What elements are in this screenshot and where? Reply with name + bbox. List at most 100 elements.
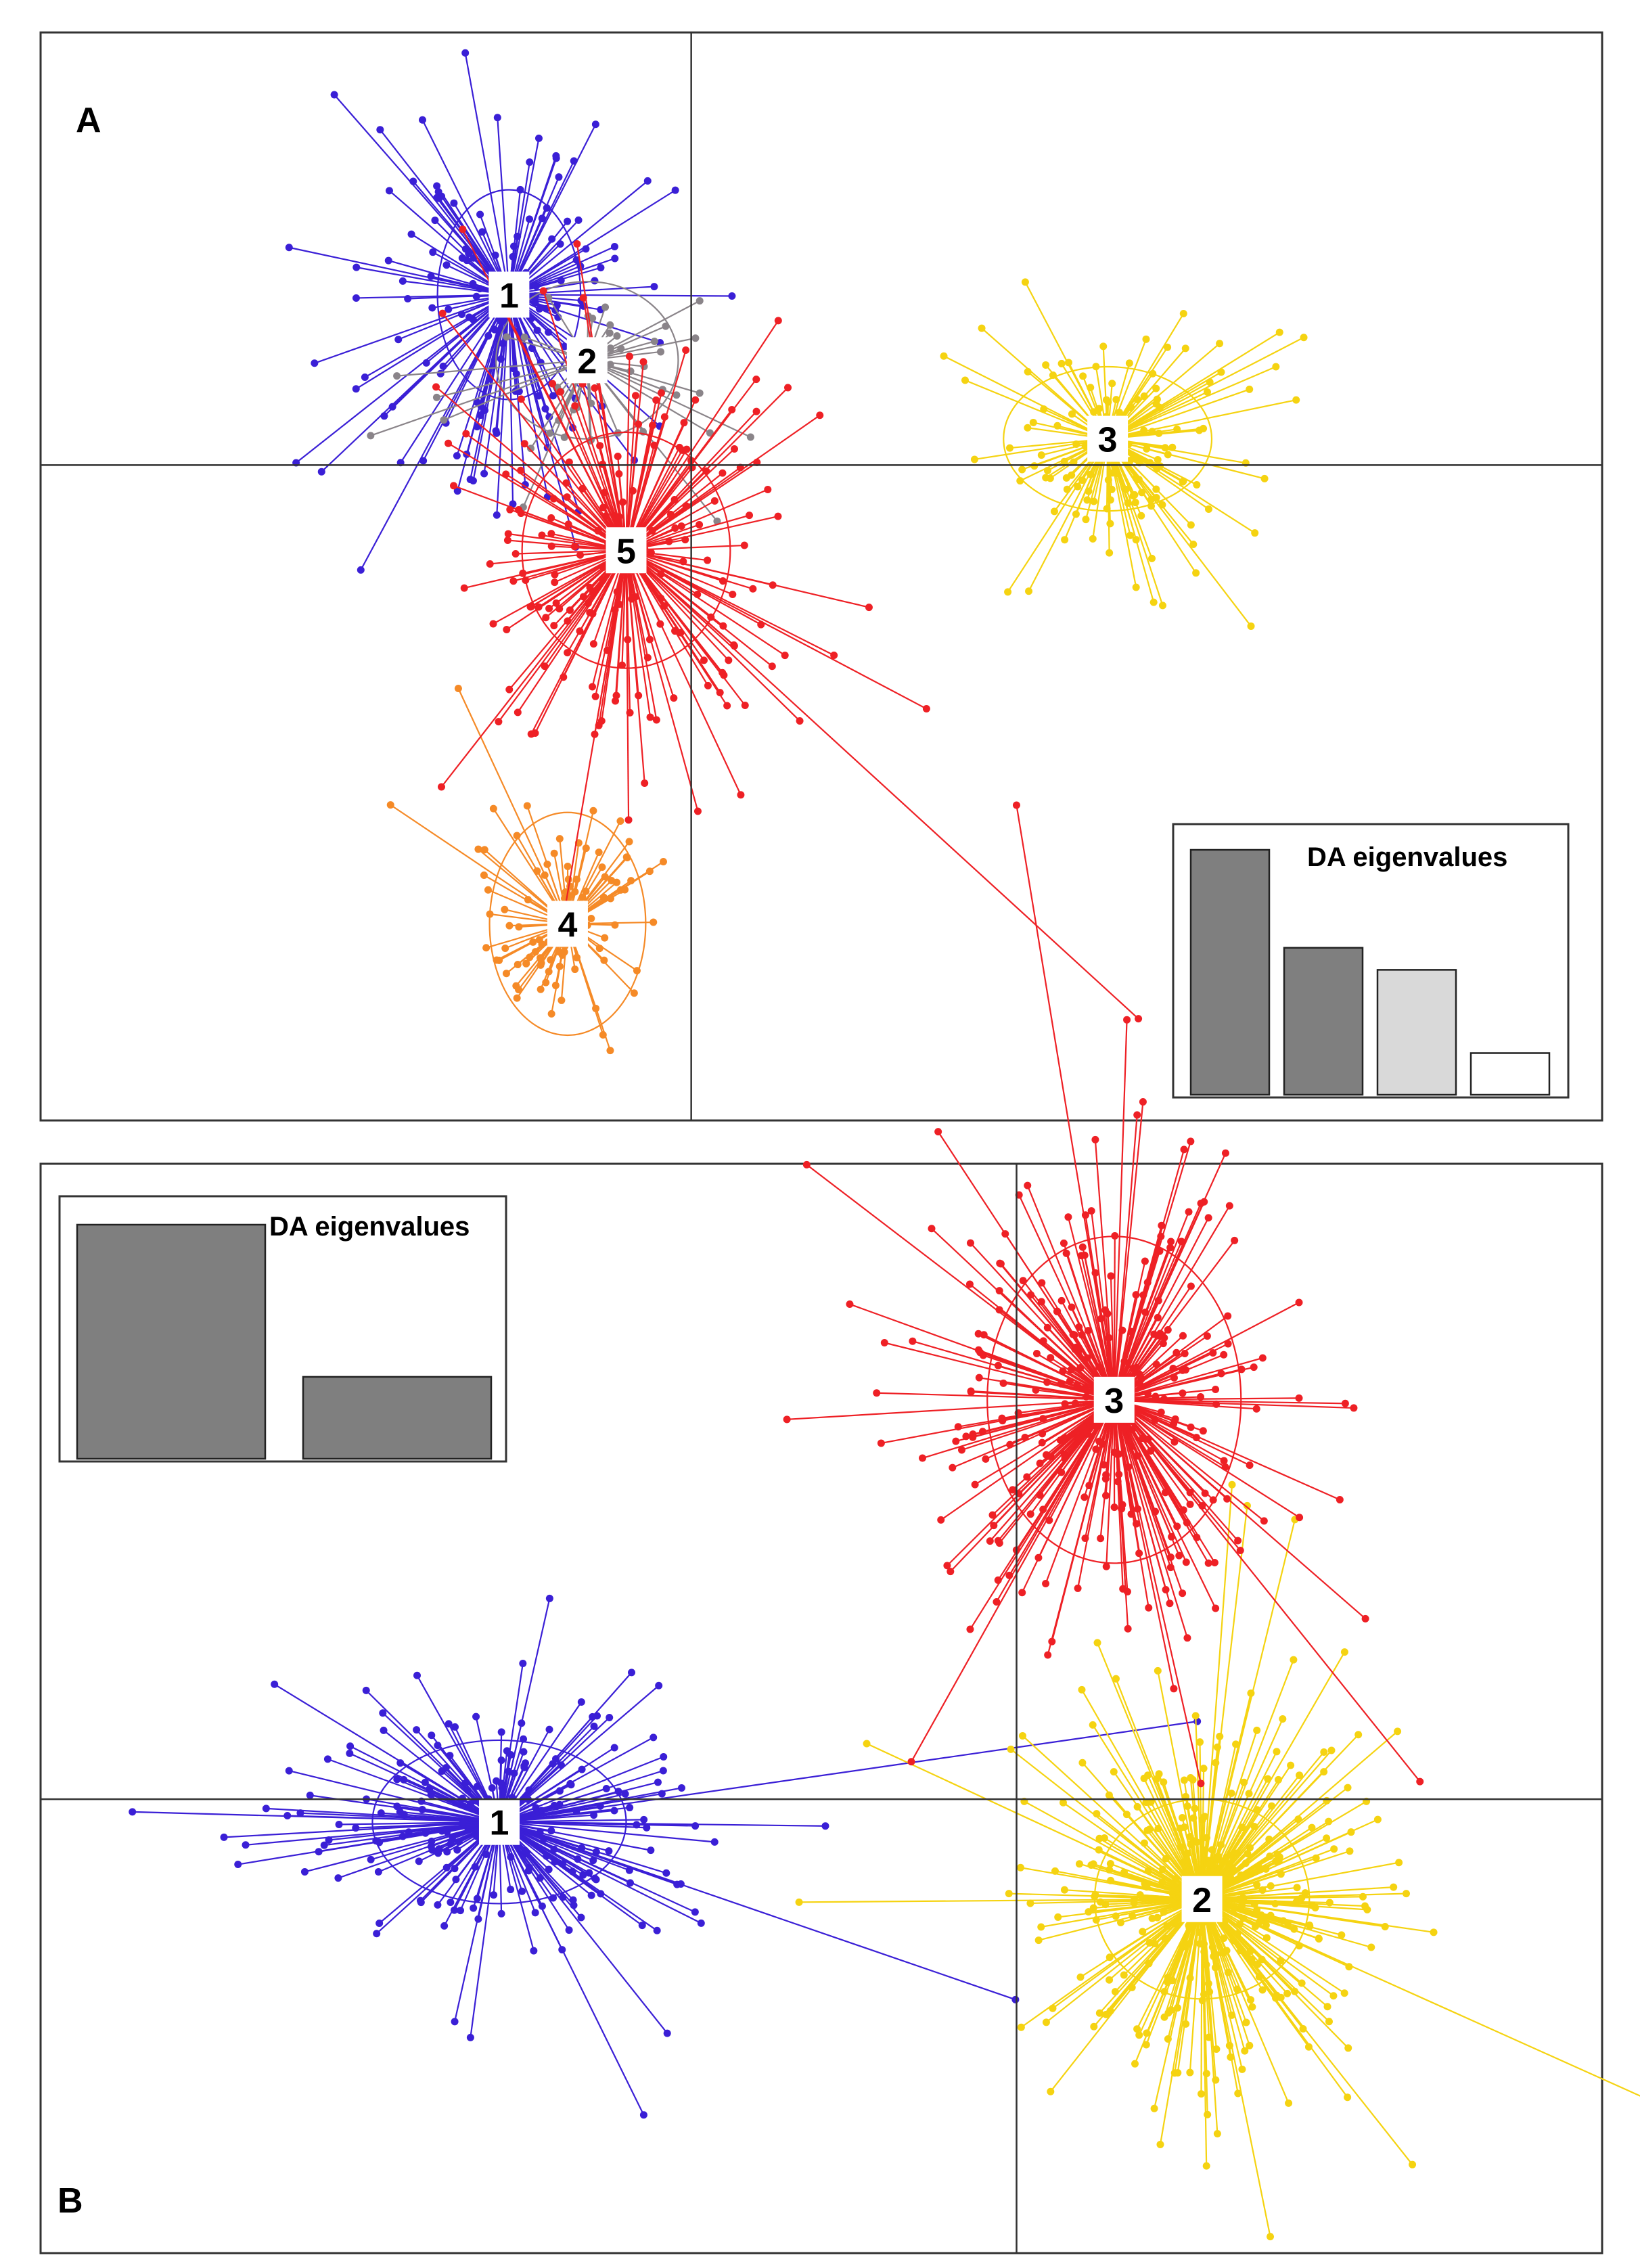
spoke-line bbox=[978, 1333, 1115, 1401]
spoke-line bbox=[334, 94, 510, 296]
data-point bbox=[547, 530, 555, 538]
data-point bbox=[1323, 1796, 1331, 1805]
data-point bbox=[1054, 1913, 1062, 1921]
data-point bbox=[1212, 2076, 1220, 2084]
data-point bbox=[450, 482, 458, 490]
cluster-label-box bbox=[606, 527, 647, 574]
spoke-line bbox=[1113, 1241, 1172, 1401]
data-point bbox=[713, 517, 721, 525]
data-point bbox=[497, 355, 505, 363]
data-point bbox=[965, 1280, 974, 1288]
data-point bbox=[1294, 1815, 1302, 1823]
data-point bbox=[1272, 363, 1280, 371]
data-point bbox=[589, 1713, 597, 1721]
spoke-line bbox=[849, 1303, 1115, 1401]
data-point bbox=[489, 620, 497, 628]
data-point bbox=[918, 1454, 926, 1462]
data-point bbox=[677, 1880, 685, 1888]
data-point bbox=[643, 1823, 651, 1832]
data-point bbox=[1255, 1863, 1263, 1872]
data-point bbox=[830, 652, 838, 660]
data-point bbox=[495, 718, 503, 726]
spoke-line bbox=[551, 383, 627, 551]
data-point bbox=[539, 287, 547, 295]
data-point bbox=[1118, 1326, 1126, 1334]
spoke-line bbox=[625, 356, 631, 551]
data-point bbox=[907, 1758, 915, 1766]
spoke-line bbox=[543, 290, 627, 551]
data-point bbox=[1097, 1535, 1105, 1543]
data-point bbox=[1346, 1847, 1354, 1855]
spoke-line bbox=[1020, 1898, 1203, 2028]
data-point bbox=[691, 334, 700, 342]
data-point bbox=[1191, 1712, 1200, 1720]
data-point bbox=[517, 395, 525, 403]
panel-a-eigenvalues-inset: DA eigenvalues bbox=[1172, 823, 1570, 1099]
data-point bbox=[704, 681, 712, 689]
spoke-line bbox=[1113, 1399, 1149, 1608]
data-point bbox=[1087, 1207, 1095, 1215]
data-point bbox=[1071, 1399, 1079, 1407]
data-point bbox=[1160, 1778, 1168, 1786]
spoke-line bbox=[1113, 1250, 1160, 1401]
data-point bbox=[1042, 474, 1050, 482]
data-point bbox=[1183, 1519, 1191, 1527]
data-point bbox=[1275, 1857, 1283, 1865]
spoke-line bbox=[497, 117, 510, 295]
data-point bbox=[1251, 529, 1259, 537]
data-point bbox=[1042, 2018, 1050, 2026]
data-point bbox=[445, 305, 453, 313]
cluster-ellipse bbox=[371, 1739, 627, 1905]
data-point bbox=[545, 968, 553, 976]
data-point bbox=[538, 531, 546, 539]
data-point bbox=[545, 604, 553, 612]
data-point bbox=[388, 403, 396, 411]
data-point bbox=[518, 1887, 526, 1895]
data-point bbox=[660, 858, 668, 866]
data-point bbox=[1381, 1922, 1389, 1930]
data-point bbox=[520, 1763, 528, 1771]
data-point bbox=[396, 1808, 404, 1816]
data-point bbox=[1166, 1600, 1174, 1608]
spoke-line bbox=[508, 138, 540, 295]
data-point bbox=[1120, 1971, 1128, 1979]
data-point bbox=[552, 599, 560, 607]
data-point bbox=[635, 420, 643, 428]
data-point bbox=[1148, 554, 1156, 562]
spoke-line bbox=[1062, 1802, 1203, 1900]
data-point bbox=[999, 1379, 1007, 1387]
data-point bbox=[513, 994, 521, 1002]
data-point bbox=[473, 1895, 481, 1903]
data-point bbox=[1075, 1860, 1083, 1868]
data-point bbox=[1064, 359, 1072, 367]
data-point bbox=[285, 1767, 293, 1775]
data-point bbox=[1202, 2162, 1210, 2170]
data-point bbox=[1150, 2104, 1158, 2112]
data-point bbox=[542, 978, 550, 986]
cluster-label-2: 2 bbox=[1181, 1876, 1223, 1922]
data-point bbox=[480, 470, 488, 478]
data-point bbox=[1078, 1243, 1087, 1251]
data-point bbox=[531, 1909, 539, 1917]
data-point bbox=[1123, 1587, 1131, 1595]
data-point bbox=[1344, 2093, 1352, 2102]
cluster-label-text: 2 bbox=[577, 342, 597, 381]
data-point bbox=[442, 261, 451, 269]
data-point bbox=[552, 154, 560, 162]
data-point bbox=[1315, 1934, 1323, 1943]
data-point bbox=[505, 685, 514, 694]
data-point bbox=[677, 629, 685, 637]
data-point bbox=[1089, 1721, 1097, 1729]
data-point bbox=[1201, 1489, 1209, 1497]
data-point bbox=[1099, 1461, 1108, 1469]
data-point bbox=[1283, 1989, 1292, 1997]
data-point bbox=[1373, 1815, 1382, 1823]
data-point bbox=[1059, 1367, 1067, 1375]
data-point bbox=[774, 317, 782, 325]
data-point bbox=[1267, 1882, 1275, 1890]
panel-a-letter: A bbox=[76, 101, 101, 140]
data-point bbox=[1267, 2233, 1275, 2241]
data-point bbox=[531, 729, 539, 737]
data-point bbox=[1227, 2053, 1235, 2061]
